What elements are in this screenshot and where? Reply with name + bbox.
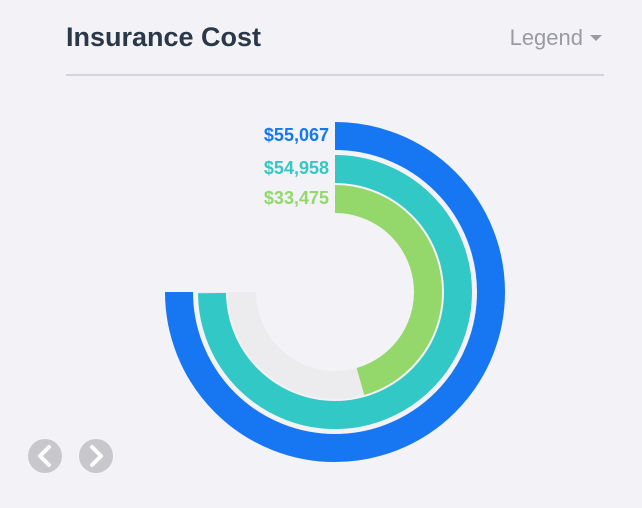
caret: [590, 35, 602, 41]
rings: $55,067 $54,958 $33,475: [165, 122, 505, 462]
chart-title: Insurance Cost: [66, 22, 261, 52]
legend-dropdown[interactable]: Legend: [510, 25, 602, 50]
ring-bar: [198, 155, 472, 429]
ring-bar: [165, 122, 505, 462]
legend-button[interactable]: Legend: [510, 25, 583, 50]
value-label: $33,475: [264, 188, 329, 208]
value-label: $54,958: [264, 158, 329, 178]
prev-chevron: [38, 445, 51, 467]
next-circle: [79, 439, 113, 473]
prev-button[interactable]: [28, 439, 62, 473]
value-label: $55,067: [264, 125, 329, 145]
next-button[interactable]: [79, 439, 113, 473]
prev-circle: [28, 439, 62, 473]
ring-bar: [334, 185, 442, 395]
next-chevron: [90, 445, 103, 467]
